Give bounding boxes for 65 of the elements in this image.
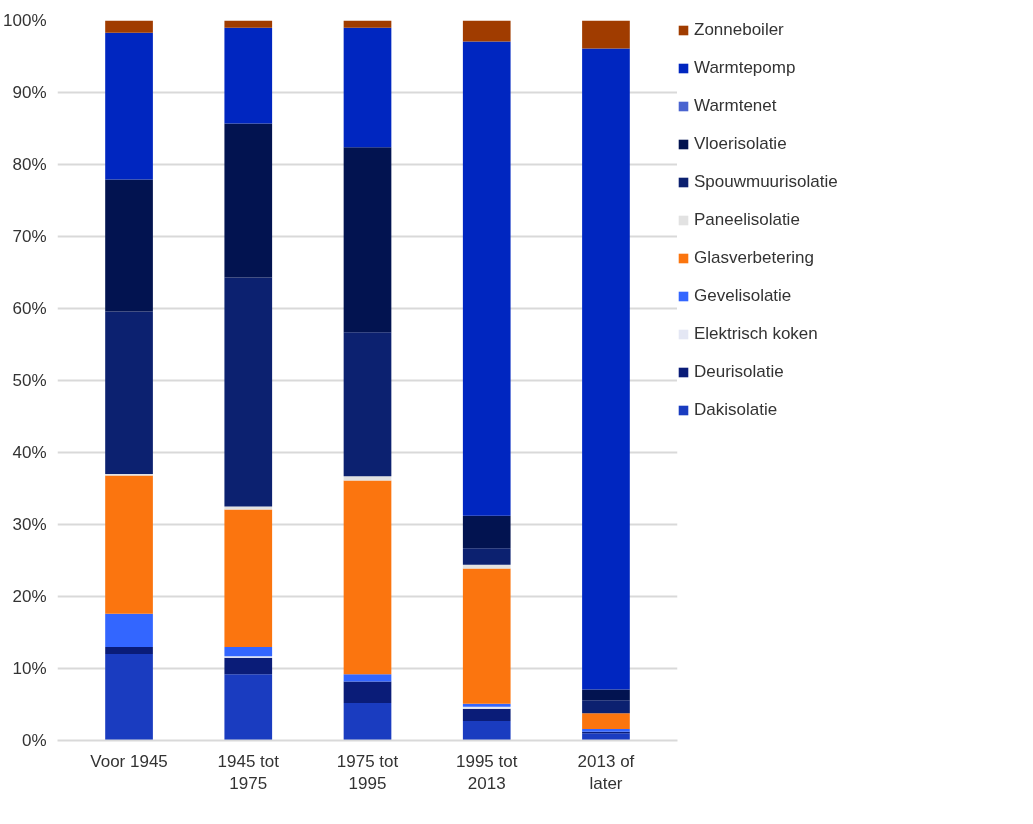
y-tick-label: 100% bbox=[3, 11, 47, 30]
bar bbox=[105, 311, 153, 475]
bar bbox=[582, 689, 630, 701]
bar bbox=[582, 700, 630, 714]
bar bbox=[462, 20, 511, 42]
bar bbox=[343, 681, 392, 704]
bar bbox=[462, 568, 511, 704]
y-tick-label: 50% bbox=[12, 371, 47, 390]
bar bbox=[105, 646, 153, 655]
bar bbox=[462, 721, 511, 741]
y-tick-label: 80% bbox=[12, 155, 47, 174]
bar bbox=[105, 475, 153, 614]
bar bbox=[462, 548, 511, 565]
bar bbox=[105, 179, 153, 312]
bar bbox=[582, 733, 630, 741]
bar bbox=[224, 27, 273, 124]
bar bbox=[343, 147, 392, 333]
bar bbox=[343, 27, 392, 148]
bar bbox=[582, 20, 630, 49]
legend-label: Spouwmuurisolatie bbox=[694, 172, 838, 192]
bar bbox=[105, 20, 153, 33]
bar bbox=[343, 674, 392, 682]
y-tick-label: 90% bbox=[12, 83, 47, 102]
bar bbox=[224, 646, 273, 657]
bar bbox=[224, 20, 273, 28]
bar bbox=[105, 613, 153, 647]
y-tick-label: 10% bbox=[12, 659, 47, 678]
legend-label: Glasverbetering bbox=[694, 248, 815, 268]
legend-label: Paneelisolatie bbox=[694, 210, 800, 230]
y-tick-label: 70% bbox=[12, 227, 47, 246]
bar bbox=[224, 509, 273, 647]
x-tick-label: 1995 tot 2013 bbox=[456, 751, 518, 794]
x-tick-label: 1975 tot 1995 bbox=[336, 751, 399, 794]
x-tick-label: 1945 tot 1975 bbox=[217, 751, 280, 794]
bar bbox=[582, 713, 630, 729]
legend-label: Warmtenet bbox=[694, 96, 777, 116]
bar bbox=[224, 123, 273, 278]
legend-label: Gevelisolatie bbox=[694, 286, 792, 306]
bar bbox=[343, 20, 392, 28]
bar bbox=[582, 48, 630, 690]
x-tick-label: 2013 of later bbox=[577, 751, 635, 794]
legend-label: Vloerisolatie bbox=[694, 134, 787, 154]
bar bbox=[462, 708, 511, 722]
bar bbox=[105, 654, 153, 741]
bar bbox=[343, 476, 392, 481]
y-tick-label: 40% bbox=[12, 443, 47, 462]
legend-label: Warmtepomp bbox=[694, 58, 796, 78]
bar bbox=[462, 41, 511, 516]
legend-label: Dakisolatie bbox=[694, 400, 778, 420]
y-tick-label: 30% bbox=[12, 515, 47, 534]
legend-label: Zonneboiler bbox=[694, 20, 784, 40]
y-tick-label: 20% bbox=[12, 587, 47, 606]
y-tick-label: 60% bbox=[12, 299, 47, 318]
bar bbox=[224, 657, 273, 675]
bar bbox=[462, 515, 511, 549]
y-tick-label: 0% bbox=[21, 731, 47, 750]
bar bbox=[105, 32, 153, 180]
x-tick-label: Voor 1945 bbox=[90, 751, 168, 771]
bar bbox=[343, 703, 392, 741]
bar bbox=[343, 480, 392, 675]
legend-label: Elektrisch koken bbox=[694, 324, 818, 344]
bar bbox=[224, 277, 273, 507]
bar bbox=[224, 674, 273, 741]
legend-label: Deurisolatie bbox=[694, 362, 784, 382]
bar bbox=[343, 332, 392, 477]
